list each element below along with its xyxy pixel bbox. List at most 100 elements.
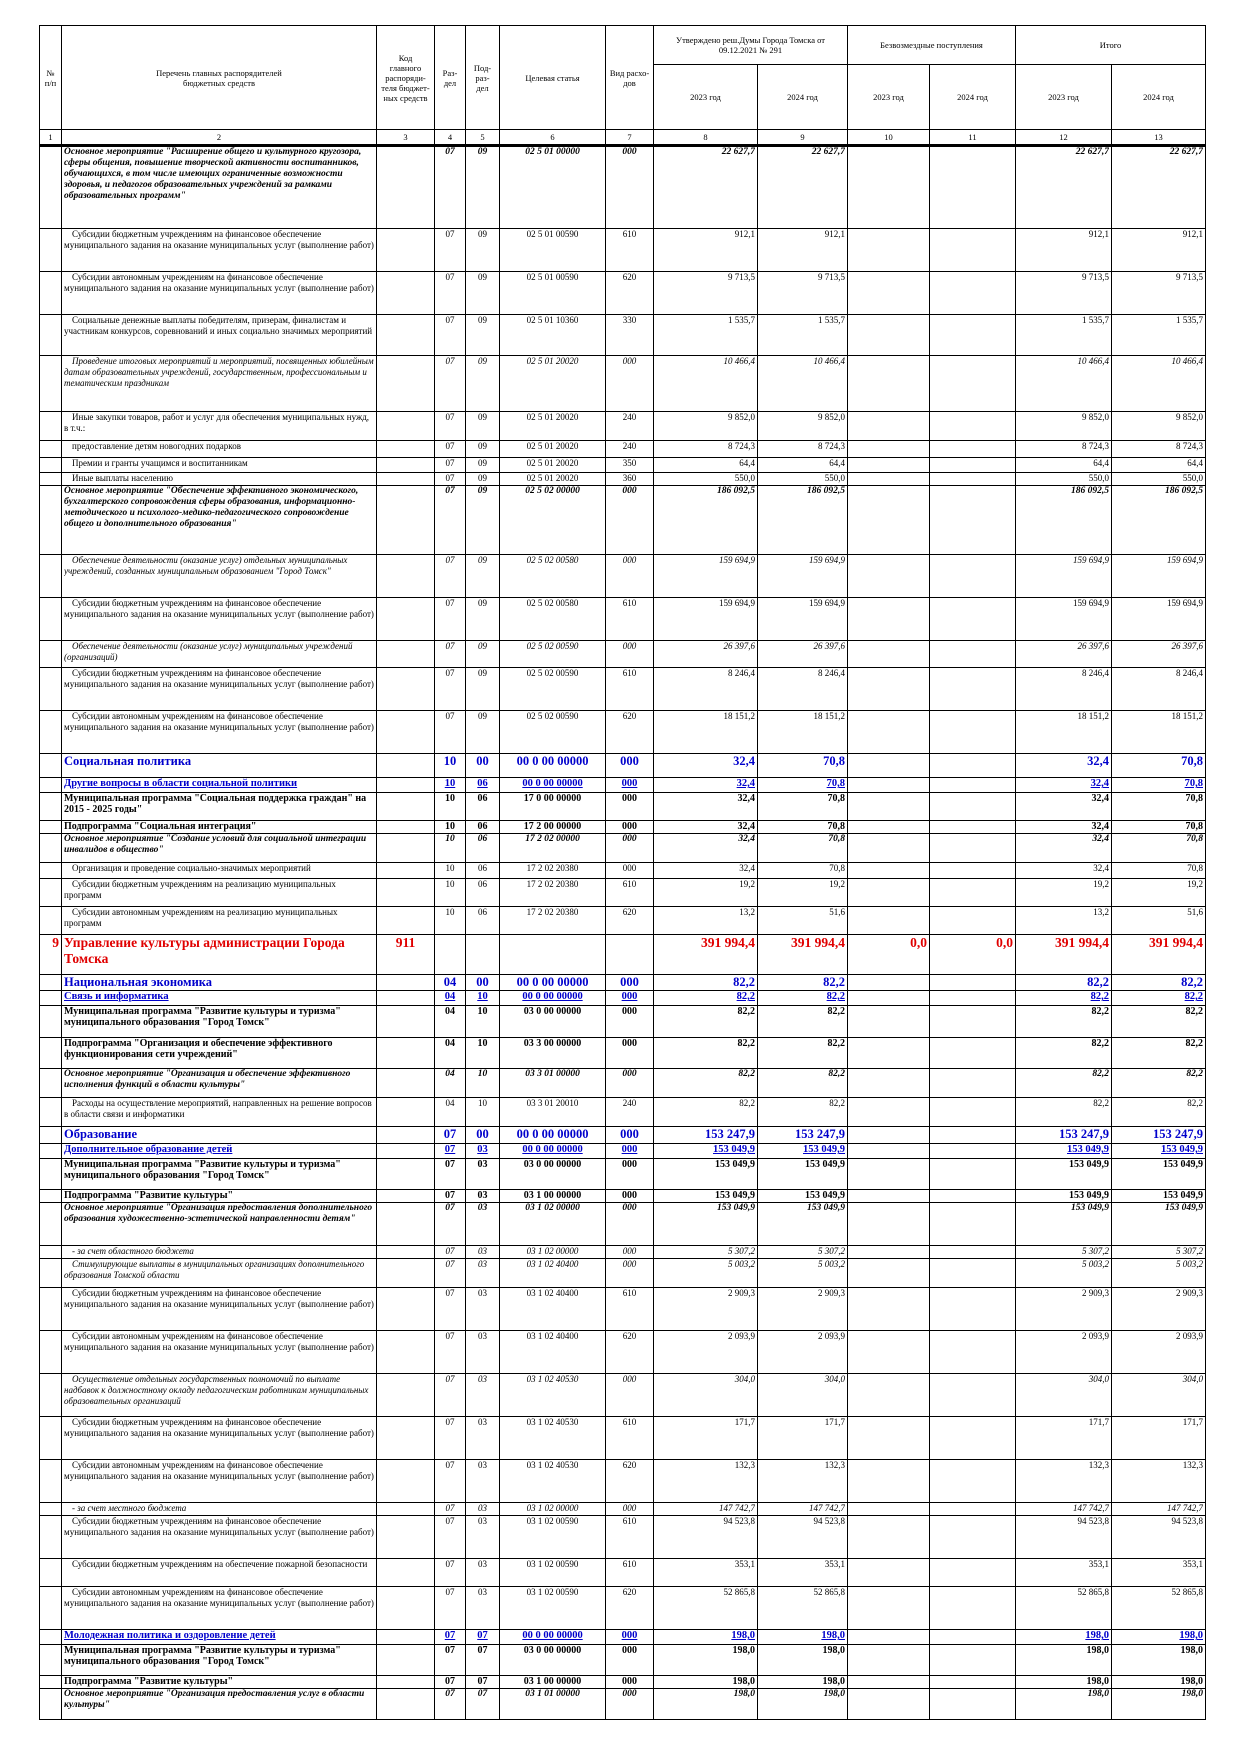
table-row: Подпрограмма "Развитие культуры" 07 03 03 1… — [39, 1189, 1207, 1203]
cell-text: 159 694,9 — [719, 598, 755, 609]
target-item: 02 5 01 20020 — [499, 440, 606, 458]
total-2023: 391 994,4 — [1015, 934, 1112, 975]
cell-text: 02 5 02 00580 — [526, 598, 579, 609]
target-item: 00 0 00 00000 — [499, 777, 606, 793]
row-name: Социальная политика — [61, 753, 377, 778]
cell-text: 82,2 — [1185, 1038, 1204, 1050]
approved-2023: 153 049,9 — [653, 1202, 758, 1246]
subsection: 03 — [465, 1558, 500, 1587]
cell-text: 5 307,2 — [818, 1246, 845, 1257]
row-name: Связь и информатика — [61, 990, 377, 1006]
grants-2023 — [847, 314, 930, 356]
cell-text: 07 — [445, 1203, 455, 1214]
subsection: 09 — [465, 411, 500, 441]
cell-text: 19,2 — [829, 879, 845, 890]
approved-2023: 1 535,7 — [653, 314, 758, 356]
cell-text: 70,8 — [1185, 821, 1204, 833]
cell-text: 07 — [445, 486, 455, 497]
cell-text: 07 — [445, 147, 455, 157]
row-number — [39, 1644, 62, 1676]
cell-text: 10 — [477, 1038, 488, 1050]
grants-2023 — [847, 1330, 930, 1374]
admin-code — [376, 1558, 435, 1587]
target-item: 02 5 01 10360 — [499, 314, 606, 356]
expense-type: 000 — [605, 1258, 654, 1288]
cell-text: 82,2 — [1181, 975, 1204, 990]
cell-text: Расходы на осуществление мероприятий, на… — [64, 1098, 372, 1120]
table-row: Субсидии бюджетным учреждениям на финанс… — [39, 597, 1207, 641]
target-item: 03 3 01 20010 — [499, 1097, 606, 1127]
cell-text: 10 466,4 — [813, 356, 846, 367]
approved-2024: 912,1 — [757, 228, 848, 272]
total-2023: 171,7 — [1015, 1416, 1112, 1460]
row-name: Молодежная политика и оздоровление детей — [61, 1629, 377, 1645]
table-row: Субсидии бюджетным учреждениям на реализ… — [39, 878, 1207, 907]
cell-text: Муниципальная программа "Развитие культу… — [64, 1645, 341, 1668]
section: 04 — [434, 990, 466, 1006]
cell-text: 22 627,7 — [811, 147, 845, 157]
cell-text: 18 151,2 — [1171, 711, 1204, 722]
cell-text: 198,0 — [1087, 1689, 1109, 1700]
target-item: 03 1 00 00000 — [499, 1189, 606, 1203]
expense-type: 000 — [605, 1005, 654, 1038]
target-item: 00 0 00 00000 — [499, 1629, 606, 1645]
total-2023: 26 397,6 — [1015, 640, 1112, 668]
cell-text: 03 1 02 00590 — [526, 1587, 579, 1598]
cell-text: Осуществление отдельных государственных … — [64, 1374, 369, 1407]
row-name: Субсидии автономным учреждениям на реали… — [61, 906, 377, 935]
expense-type: 610 — [605, 1558, 654, 1587]
cell-text: 159 694,9 — [719, 555, 755, 566]
table-row: Подпрограмма "Организация и обеспечение … — [39, 1037, 1207, 1069]
total-2024: 82,2 — [1110, 1068, 1207, 1098]
table-row: Муниципальная программа "Развитие культу… — [39, 1644, 1207, 1676]
cell-text: 51,6 — [829, 907, 845, 918]
cell-text: 06 — [478, 863, 487, 874]
total-2024: 1 535,7 — [1110, 314, 1207, 356]
cell-text: 02 5 01 20020 — [526, 356, 579, 367]
cell-text: Субсидии бюджетным учреждениям на финанс… — [64, 229, 374, 251]
row-name: Обеспечение деятельности (оказание услуг… — [61, 554, 377, 598]
approved-2023: 13,2 — [653, 906, 758, 935]
subsection: 03 — [465, 1202, 500, 1246]
cell-text: 9 852,0 — [1082, 412, 1109, 423]
row-number — [39, 1502, 62, 1516]
total-2024: 51,6 — [1110, 906, 1207, 935]
admin-code — [376, 440, 435, 458]
row-name: Субсидии бюджетным учреждениям на обеспе… — [61, 1558, 377, 1587]
total-2023: 82,2 — [1015, 1097, 1112, 1127]
expense-type: 000 — [605, 1502, 654, 1516]
subsection: 10 — [465, 1037, 500, 1069]
total-2023: 550,0 — [1015, 472, 1112, 486]
cell-text: 04 — [444, 991, 456, 1003]
cell-text: 912,1 — [1182, 229, 1204, 240]
grants-2023 — [847, 440, 930, 458]
header-cell: Под- раз- дел — [465, 25, 500, 130]
cell-text: 02 5 01 20020 — [526, 458, 579, 469]
grants-2024 — [929, 990, 1016, 1006]
cell-text: 000 — [621, 991, 638, 1003]
cell-text: 620 — [622, 1331, 637, 1342]
subsection: 00 — [465, 1126, 500, 1144]
cell-text: 07 — [445, 1587, 455, 1598]
row-number — [39, 753, 62, 778]
cell-text: 09 — [478, 473, 487, 484]
subsection: 03 — [465, 1416, 500, 1460]
cell-text: 198,0 — [732, 1676, 756, 1688]
total-2023: 32,4 — [1015, 833, 1112, 863]
target-item: 02 5 02 00590 — [499, 667, 606, 711]
row-number — [39, 1675, 62, 1689]
cell-text: 000 — [622, 641, 637, 652]
cell-text: 32,4 — [1091, 793, 1110, 805]
cell-text: 9 713,5 — [1082, 272, 1109, 283]
total-2023: 82,2 — [1015, 1005, 1112, 1038]
cell-text: 07 — [445, 641, 455, 652]
cell-text: 19,2 — [1187, 879, 1204, 890]
grants-2024 — [929, 878, 1016, 907]
grants-2023 — [847, 228, 930, 272]
cell-text: 32,4 — [1091, 821, 1110, 833]
section: 10 — [434, 820, 466, 834]
cell-text: 5 003,2 — [1082, 1259, 1109, 1270]
cell-text: 360 — [622, 473, 637, 484]
cell-text: 620 — [622, 1460, 637, 1471]
row-name: Подпрограмма "Развитие культуры" — [61, 1189, 377, 1203]
